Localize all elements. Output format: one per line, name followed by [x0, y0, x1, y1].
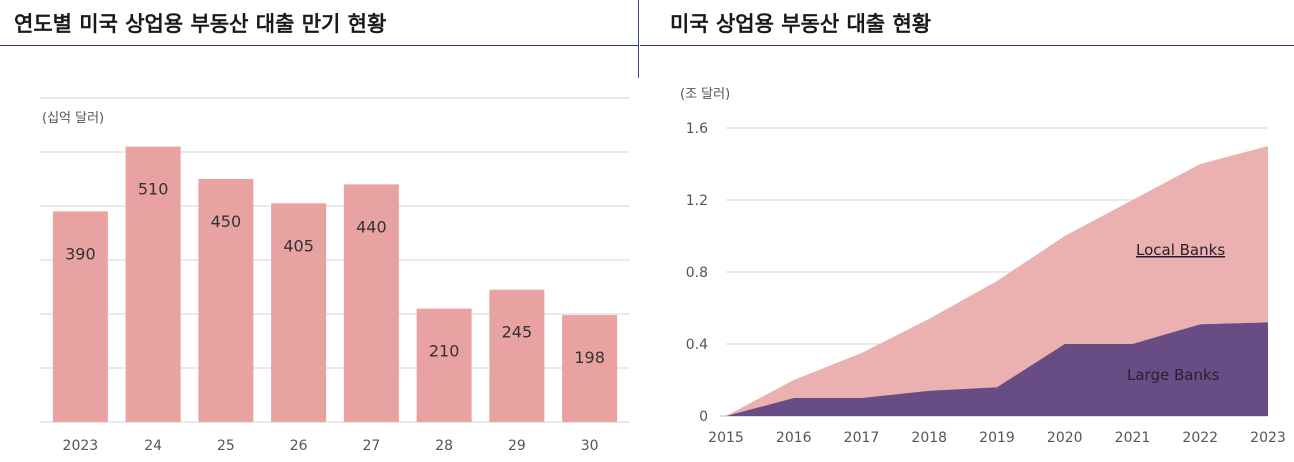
bar [52, 211, 108, 422]
bar [489, 289, 545, 422]
area-unit-label: (조 달러) [680, 87, 730, 102]
loan-area-chart: (조 달러) 0 0.4 0.8 1.2 1.6 2015 2016 2017 2018 2019… [680, 87, 1286, 446]
x-tick-label: 2019 [979, 430, 1015, 446]
bar [562, 315, 618, 422]
bar-value-label: 390 [65, 244, 96, 263]
x-tick-label: 2017 [844, 430, 880, 446]
title-rule [0, 45, 638, 46]
x-tick-label: 2021 [1115, 430, 1151, 446]
x-tick-label: 2015 [708, 430, 744, 446]
y-tick-label: 0.8 [686, 265, 708, 281]
y-tick-label: 1.2 [686, 193, 708, 209]
x-tick-label: 27 [362, 438, 380, 454]
x-tick-label: 28 [435, 438, 453, 454]
bar-value-label: 510 [138, 180, 169, 199]
y-tick-label: 0.4 [686, 337, 708, 353]
local-banks-label: Local Banks [1136, 241, 1225, 259]
x-tick-label: 26 [290, 438, 308, 454]
local-banks-area [726, 146, 1268, 416]
maturity-bar-chart: (십억 달러) 390 2023 510 24 450 25 405 26 440 27 210 28… [40, 97, 630, 454]
maturity-chart-panel: 연도별 미국 상업용 부동산 대출 만기 현황 (십억 달러) 390 2023 5… [0, 0, 638, 462]
x-tick-label: 30 [581, 438, 599, 454]
y-tick-label: 1.6 [686, 121, 708, 137]
bar-value-label: 405 [283, 236, 314, 255]
bar [198, 179, 254, 422]
x-tick-label: 29 [508, 438, 526, 454]
bar-value-label: 210 [429, 342, 460, 361]
bar [125, 146, 181, 422]
bar [271, 203, 327, 422]
title-rule [640, 45, 1294, 46]
panel-divider [638, 0, 639, 78]
loan-chart-panel: 미국 상업용 부동산 대출 현황 (조 달러) 0 0.4 0.8 1.2 1.6 201… [640, 0, 1294, 462]
y-tick-label: 0 [699, 409, 708, 425]
x-tick-label: 25 [217, 438, 235, 454]
large-banks-area [726, 322, 1268, 416]
bar-value-label: 198 [574, 348, 605, 367]
x-tick-label: 2023 [63, 438, 99, 454]
bar-value-label: 450 [211, 212, 242, 231]
bar [416, 308, 472, 422]
x-tick-label: 24 [144, 438, 162, 454]
maturity-chart-title: 연도별 미국 상업용 부동산 대출 만기 현황 [14, 12, 387, 36]
large-banks-label: Large Banks [1127, 366, 1220, 384]
x-tick-label: 2022 [1182, 430, 1218, 446]
x-tick-label: 2016 [776, 430, 812, 446]
bar [343, 184, 399, 422]
loan-chart-title: 미국 상업용 부동산 대출 현황 [670, 12, 932, 36]
x-tick-label: 2018 [911, 430, 947, 446]
x-tick-label: 2023 [1250, 430, 1286, 446]
x-tick-label: 2020 [1047, 430, 1083, 446]
bar-value-label: 245 [502, 323, 533, 342]
bar-unit-label: (십억 달러) [42, 111, 104, 126]
bar-value-label: 440 [356, 217, 387, 236]
